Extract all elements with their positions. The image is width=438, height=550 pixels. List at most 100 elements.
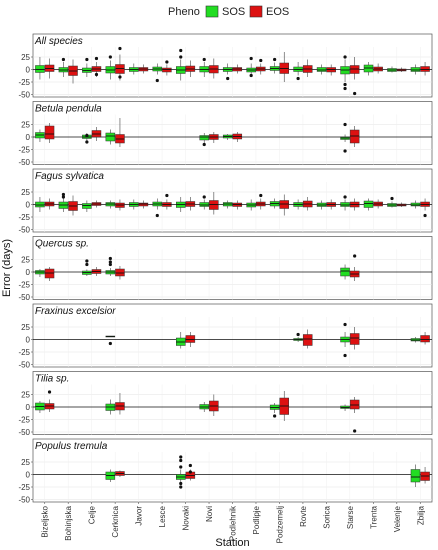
outlier-point <box>61 57 66 62</box>
box-iqr <box>35 201 45 208</box>
facet-title: Quercus sp. <box>35 239 89 250</box>
y-tick-label: 0 <box>26 403 31 412</box>
outlier-point <box>296 76 300 81</box>
y-tick-label: -25 <box>18 213 30 222</box>
outlier-point <box>353 91 357 96</box>
x-tick-label: Podlipje <box>252 505 261 534</box>
facet-panel: Fraxinus excelsior -50 -25 0 25 <box>18 303 433 370</box>
box-eos-zbilja <box>420 332 430 345</box>
facet-panel: Fagus sylvatica -50 -25 0 25 <box>18 168 433 235</box>
box-iqr <box>349 333 360 345</box>
box-eos-bizeljsko <box>44 58 55 79</box>
box-sos-velenje <box>387 66 397 73</box>
outlier-point <box>343 55 347 59</box>
y-tick-label: -25 <box>18 416 30 425</box>
box-eos-novaki <box>185 332 196 347</box>
box-sos-lesce <box>152 198 163 218</box>
outlier-point <box>179 465 183 469</box>
x-tick-label: Zbilja <box>416 505 425 525</box>
box-sos-podlehnik <box>222 134 233 140</box>
box-eos-trenta <box>373 63 383 74</box>
box-iqr <box>115 268 125 277</box>
facet-title: Fraxinus excelsior <box>35 306 116 317</box>
outlier-point <box>165 60 169 64</box>
box-eos-podlehnik <box>232 200 243 210</box>
box-sos-sorica <box>316 64 327 75</box>
outlier-point <box>188 463 192 468</box>
box-sos-cerknica <box>105 129 116 145</box>
box-sos-velenje <box>387 196 397 208</box>
box-iqr <box>410 202 421 207</box>
box-sos-cerknica <box>105 335 116 346</box>
outlier-point <box>273 57 277 62</box>
outlier-point <box>423 213 427 218</box>
outlier-point <box>85 133 89 138</box>
outlier-point <box>353 254 357 258</box>
outlier-point <box>179 55 183 59</box>
box-eos-bohinjska <box>68 195 78 216</box>
box-eos-podlehnik <box>232 132 243 142</box>
box-sos-novaki <box>176 332 186 349</box>
y-tick-label: -50 <box>18 428 30 437</box>
box-sos-novi <box>199 402 209 412</box>
box-sos-lesce <box>152 63 163 83</box>
box-eos-starse <box>349 397 360 433</box>
outlier-point <box>273 414 277 418</box>
x-tick-label: Novi <box>205 506 214 522</box>
y-tick-label: 0 <box>26 336 31 345</box>
outlier-point <box>390 196 394 201</box>
box-sos-rovte <box>293 332 303 342</box>
box-eos-starse <box>349 254 360 281</box>
outlier-point <box>188 470 192 474</box>
outlier-point <box>108 256 112 261</box>
facet-panel: Quercus sp. -50 -25 0 25 <box>18 236 433 302</box>
outlier-point <box>343 149 347 153</box>
box-iqr <box>302 334 313 346</box>
y-tick-label: -25 <box>18 78 30 87</box>
box-sos-starse <box>340 55 350 91</box>
x-tick-label: Celje <box>88 505 97 524</box>
box-eos-rovte <box>302 197 313 211</box>
box-sos-zbilja <box>410 200 421 209</box>
box-sos-podlehnik <box>222 200 233 209</box>
outlier-point <box>118 46 122 51</box>
outlier-point <box>155 213 159 218</box>
outlier-point <box>179 458 183 463</box>
box-sos-zbilja <box>410 337 421 343</box>
box-sos-starse <box>340 404 350 411</box>
outlier-point <box>343 86 347 91</box>
outlier-point <box>94 72 99 77</box>
box-iqr <box>199 135 209 141</box>
y-tick-label: -50 <box>18 91 30 100</box>
outlier-point <box>343 122 347 127</box>
box-sos-starse <box>340 322 350 358</box>
outlier-point <box>85 57 89 62</box>
box-sos-podzemelj <box>269 198 280 209</box>
box-iqr <box>349 65 360 74</box>
box-sos-javor <box>129 63 139 75</box>
outlier-point <box>202 142 206 147</box>
outlier-point <box>202 195 206 199</box>
y-tick-label: 25 <box>21 256 30 265</box>
box-sos-bizeljsko <box>35 401 45 413</box>
x-axis-title: Station <box>215 537 249 549</box>
outlier-point <box>108 55 112 59</box>
box-iqr <box>115 64 125 74</box>
box-eos-novi <box>209 58 219 79</box>
box-eos-sorica <box>326 199 336 210</box>
box-sos-bizeljsko <box>35 269 45 277</box>
box-eos-podzemelj <box>279 52 289 82</box>
outlier-point <box>259 58 263 63</box>
box-eos-lesce <box>162 60 172 76</box>
outlier-point <box>179 455 183 459</box>
box-sos-javor <box>129 199 139 210</box>
box-iqr <box>105 132 116 142</box>
x-tick-label: Rovte <box>299 505 308 526</box>
box-sos-cerknica <box>105 200 116 209</box>
facet-panel: Populus tremula -50 -25 0 25 <box>18 438 433 505</box>
outlier-point <box>94 56 99 61</box>
box-eos-novaki <box>185 463 196 481</box>
box-iqr <box>138 202 149 207</box>
box-eos-velenje <box>396 67 407 72</box>
box-sos-starse <box>340 122 350 153</box>
